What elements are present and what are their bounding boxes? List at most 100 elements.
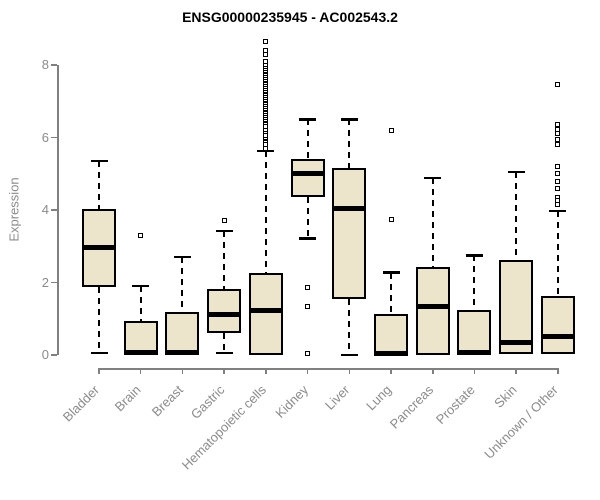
outlier-point — [555, 171, 561, 177]
upper-whisker — [556, 211, 559, 296]
upper-whisker-cap — [465, 254, 483, 257]
y-tick-mark — [51, 136, 57, 139]
outlier-point — [555, 202, 561, 208]
x-tick-label: Lung — [363, 382, 395, 414]
upper-whisker-cap — [507, 170, 525, 174]
box-brain — [123, 320, 158, 355]
upper-whisker — [139, 286, 142, 321]
x-tick-label: Prostate — [432, 382, 478, 428]
x-tick-mark — [432, 368, 434, 374]
median-line — [248, 307, 283, 313]
upper-whisker-cap — [257, 149, 275, 153]
outlier-point — [388, 216, 394, 222]
median-line — [457, 350, 492, 356]
lower-whisker-cap — [340, 353, 358, 357]
outlier-point — [555, 178, 561, 184]
y-tick-mark — [51, 64, 57, 66]
upper-whisker — [431, 178, 434, 267]
upper-whisker-cap — [340, 118, 358, 121]
y-tick-label: 2 — [41, 274, 49, 290]
box-unknown-other — [540, 295, 575, 354]
lower-whisker — [98, 286, 100, 354]
median-line — [207, 311, 242, 317]
box-gastric — [207, 289, 242, 333]
x-tick-label: Kidney — [272, 382, 311, 421]
box-kidney — [290, 158, 325, 198]
x-tick-label: Breast — [148, 382, 186, 420]
lower-whisker-cap — [299, 237, 317, 240]
y-tick-mark — [51, 354, 57, 356]
x-tick-mark — [265, 368, 267, 374]
chart-title: ENSG00000235945 - AC002543.2 — [182, 9, 398, 25]
x-tick-label: Pancreas — [386, 382, 437, 432]
y-tick-mark — [51, 209, 57, 211]
y-tick-mark — [51, 281, 57, 284]
median-line — [332, 205, 367, 211]
outlier-point — [555, 164, 561, 169]
median-line — [165, 349, 200, 355]
upper-whisker-cap — [424, 176, 442, 180]
x-tick-mark — [473, 368, 476, 374]
outlier-point — [305, 351, 311, 357]
y-axis-line — [57, 65, 59, 355]
upper-whisker — [390, 272, 393, 315]
median-line — [415, 303, 450, 309]
median-line — [290, 170, 325, 176]
upper-whisker — [515, 171, 518, 261]
box-skin — [499, 260, 534, 354]
x-tick-mark — [223, 368, 225, 374]
outlier-point — [138, 232, 144, 238]
upper-whisker-cap — [173, 255, 191, 259]
x-tick-label: Brain — [111, 382, 145, 415]
outlier-point — [555, 136, 561, 142]
outlier-point — [555, 131, 561, 137]
outlier-point — [305, 284, 311, 290]
upper-whisker-cap — [299, 118, 317, 121]
median-line — [374, 350, 409, 356]
upper-whisker-cap — [215, 229, 233, 233]
outlier-point — [555, 142, 561, 148]
x-tick-mark — [98, 368, 100, 374]
x-tick-label: Skin — [491, 382, 520, 411]
box-pancreas — [415, 266, 450, 355]
x-tick-mark — [390, 368, 392, 374]
x-tick-mark — [348, 368, 351, 374]
upper-whisker — [306, 119, 309, 159]
x-tick-label: Unknown / Other — [481, 382, 562, 462]
upper-whisker — [348, 119, 351, 169]
box-hematopoietic-cells — [248, 272, 283, 355]
x-tick-mark — [306, 368, 309, 374]
outlier-point — [305, 304, 311, 310]
upper-whisker — [98, 161, 100, 210]
upper-whisker — [223, 231, 226, 290]
y-tick-label: 8 — [41, 57, 49, 72]
box-prostate — [457, 310, 492, 355]
x-tick-label: Bladder — [60, 382, 103, 425]
lower-whisker-cap — [215, 351, 233, 355]
x-tick-label: Gastric — [187, 382, 228, 422]
box-breast — [165, 312, 200, 355]
x-tick-mark — [557, 368, 559, 374]
median-line — [499, 339, 534, 345]
upper-whisker-cap — [90, 159, 108, 163]
outlier-point — [555, 82, 561, 88]
upper-whisker-cap — [132, 284, 150, 288]
upper-whisker — [181, 257, 184, 313]
y-tick-label: 6 — [41, 129, 49, 145]
upper-whisker — [473, 255, 476, 311]
median-line — [82, 244, 116, 250]
upper-whisker-cap — [549, 209, 567, 213]
outlier-point — [555, 185, 561, 191]
median-line — [540, 334, 575, 340]
y-tick-label: 4 — [41, 202, 49, 217]
lower-whisker-cap — [90, 351, 108, 355]
x-tick-mark — [515, 368, 517, 374]
box-liver — [332, 168, 367, 300]
outlier-point — [263, 51, 269, 57]
outlier-point — [388, 127, 394, 133]
lower-whisker — [223, 332, 226, 353]
box-lung — [374, 314, 409, 355]
y-tick-label: 0 — [41, 347, 49, 362]
outlier-point — [555, 122, 561, 128]
